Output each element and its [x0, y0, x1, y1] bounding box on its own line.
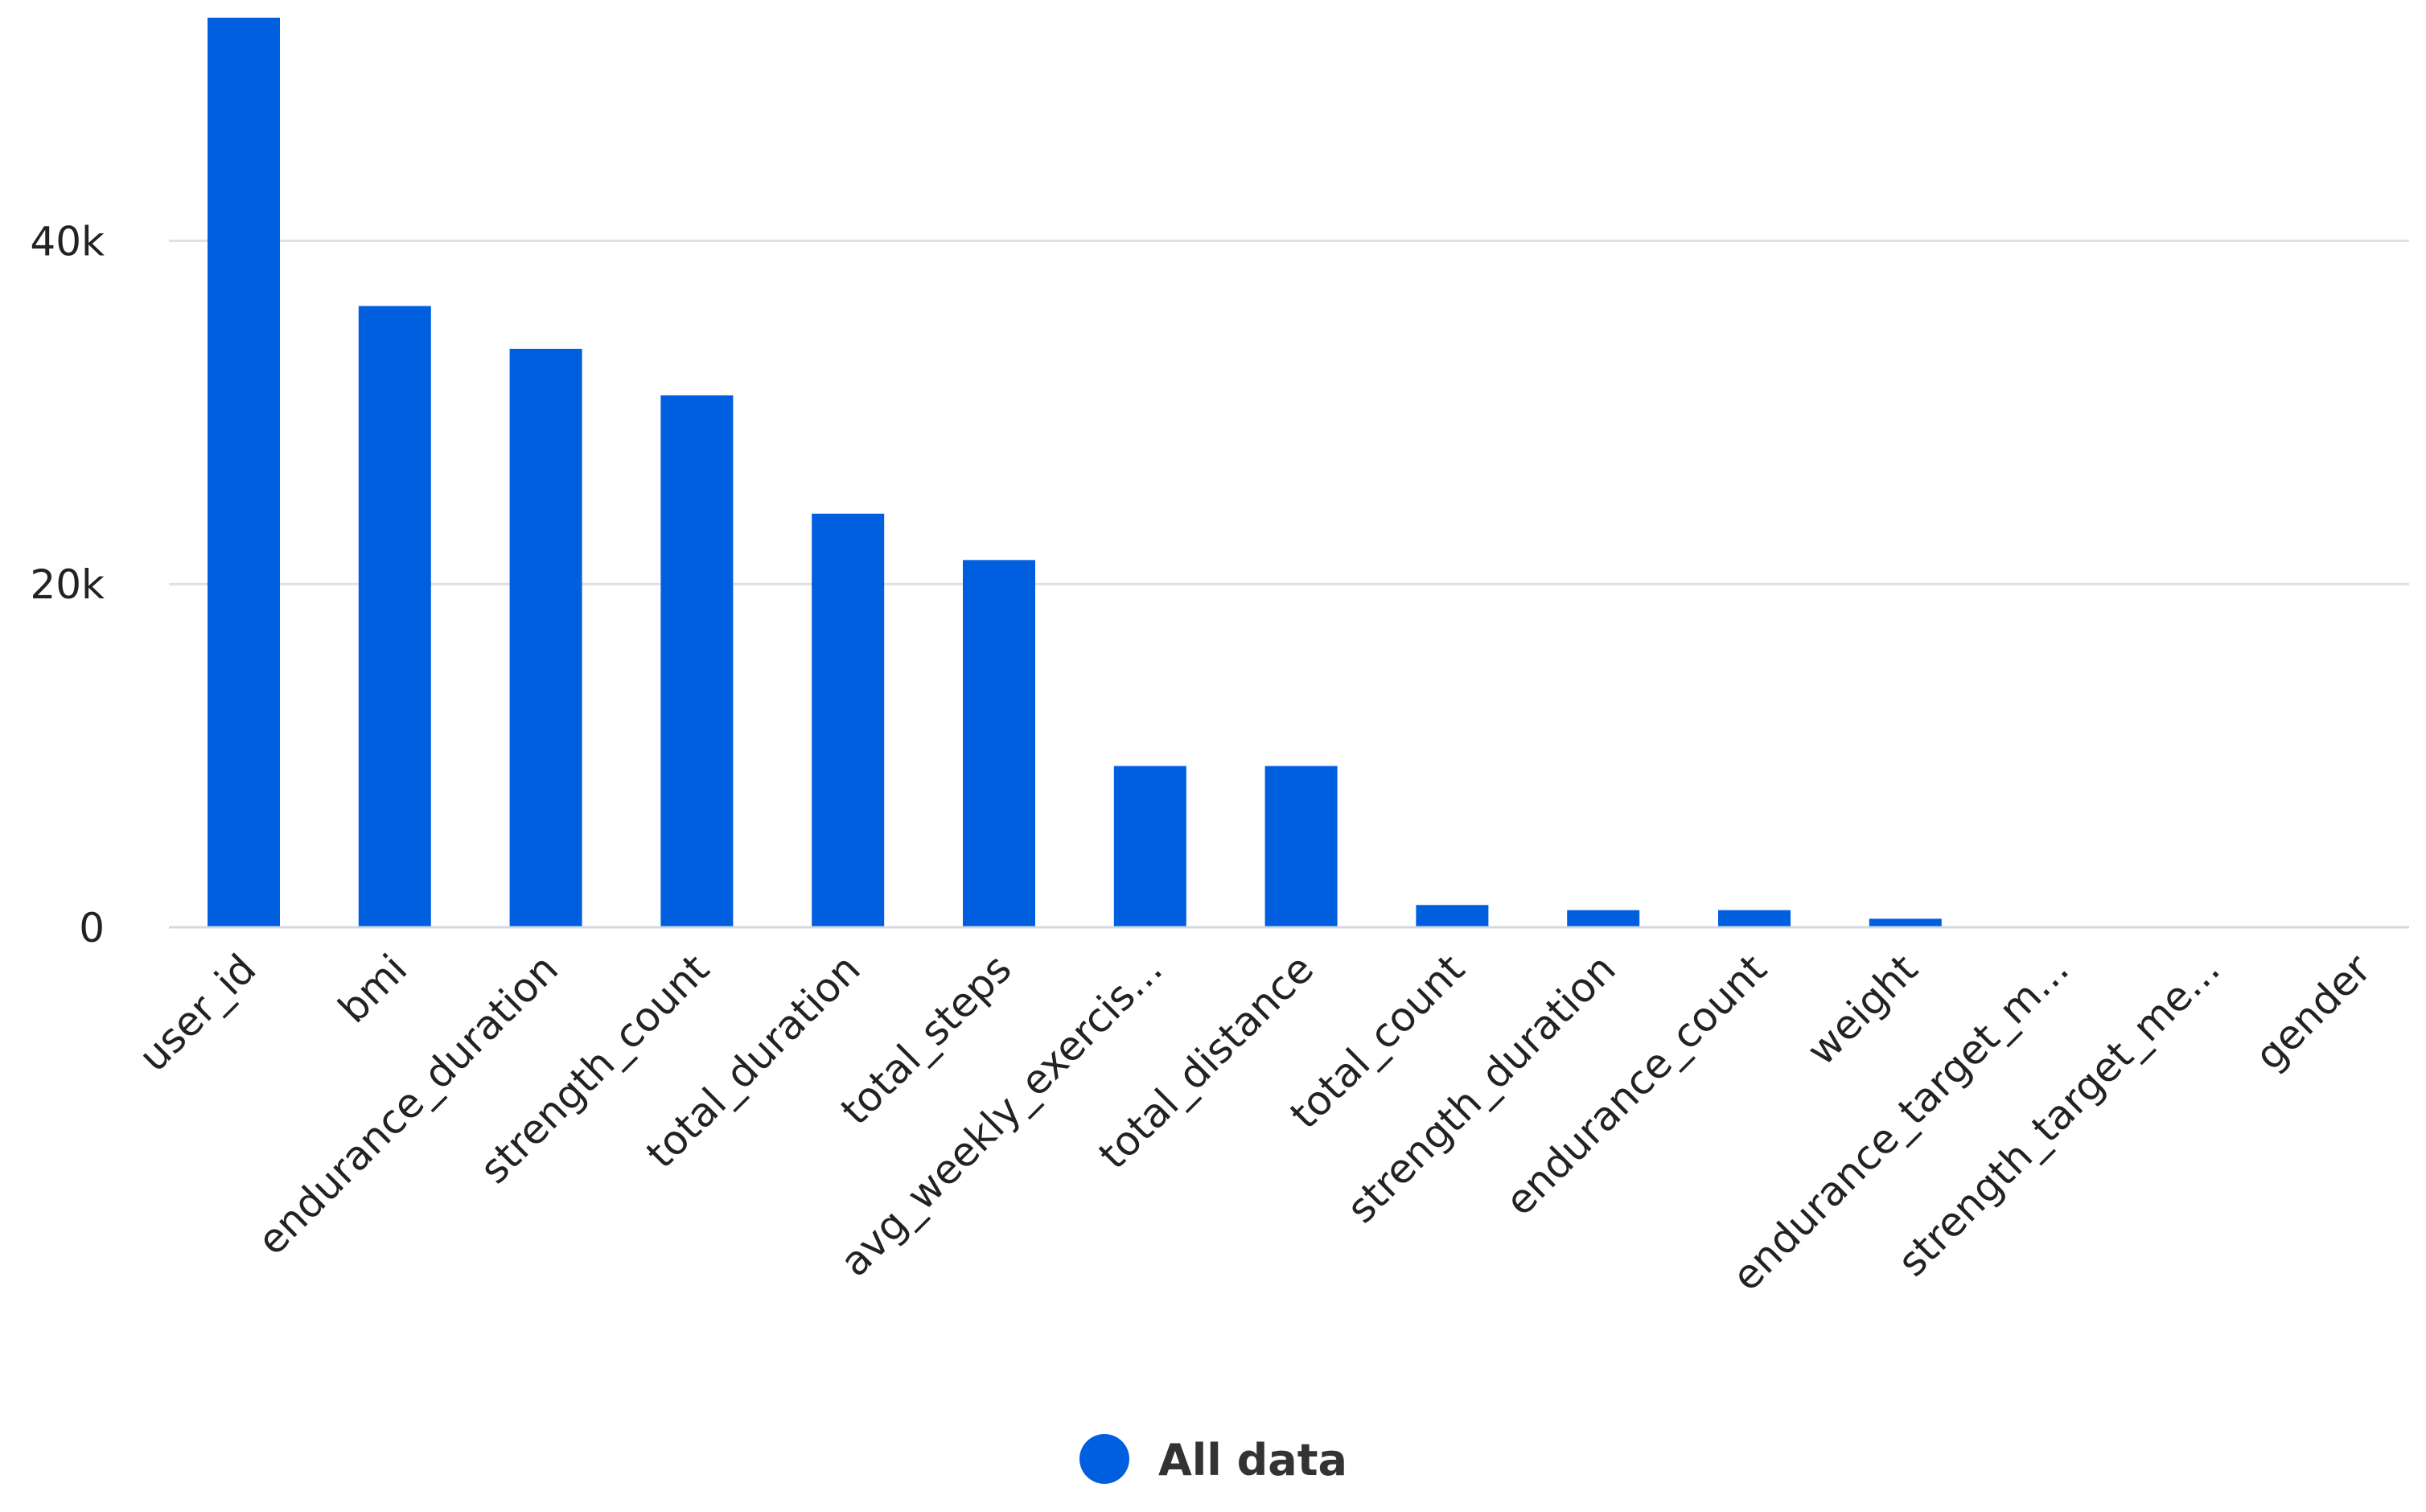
bar-total-count[interactable] — [1416, 905, 1489, 927]
x-tick-label: gender — [2246, 945, 2380, 1079]
x-tick-label: endurance_duration — [249, 945, 567, 1263]
legend-label[interactable]: All data — [1158, 1435, 1347, 1485]
x-tick-label: strength_duration — [1338, 945, 1624, 1231]
y-tick-label: 0 — [79, 905, 105, 951]
y-axis-ticks: 0 20k 40k — [30, 218, 105, 951]
bar-strength-duration[interactable] — [1567, 910, 1640, 927]
y-tick-label: 20k — [30, 561, 105, 608]
bar-avg-weekly-exercis[interactable] — [1113, 766, 1186, 927]
bar-total-steps[interactable] — [963, 560, 1035, 927]
bar-total-distance[interactable] — [1264, 766, 1338, 927]
bar-total-duration[interactable] — [812, 513, 885, 927]
legend[interactable]: All data — [1079, 1434, 1347, 1485]
bars — [208, 18, 1942, 928]
y-tick-label: 40k — [30, 218, 105, 265]
x-tick-label: bmi — [330, 945, 417, 1032]
x-tick-label: weight — [1798, 945, 1926, 1074]
bar-weight[interactable] — [1869, 918, 1942, 927]
bar-user-id[interactable] — [208, 18, 280, 927]
x-tick-label: endurance_count — [1496, 945, 1775, 1224]
bar-bmi[interactable] — [358, 306, 431, 928]
bar-endurance-duration[interactable] — [509, 348, 582, 927]
gridlines — [169, 239, 2409, 585]
x-tick-label: user_id — [130, 945, 265, 1080]
legend-marker[interactable] — [1079, 1434, 1129, 1484]
bar-endurance-count[interactable] — [1718, 910, 1791, 927]
x-axis-labels: user_id bmiendurance_durationstrength_cou… — [130, 945, 2380, 1300]
bar-strength-count[interactable] — [660, 395, 734, 928]
